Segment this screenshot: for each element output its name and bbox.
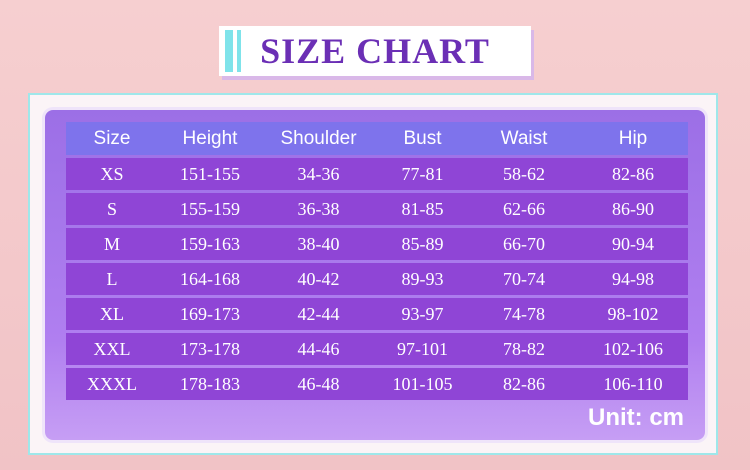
stripe — [237, 30, 241, 72]
table-cell: 173-178 — [180, 338, 240, 359]
title: SIZE CHART — [260, 31, 490, 71]
header-row: Size Height Shoulder Bust Waist Hip — [66, 122, 688, 155]
table-cell: 101-105 — [392, 373, 453, 394]
table-cell: XXL — [93, 338, 131, 359]
table-row: L 164-168 40-42 89-93 70-74 94-98 — [66, 263, 688, 295]
table-cell: 36-38 — [297, 198, 340, 219]
table-cell: 62-66 — [503, 198, 545, 219]
table-cell: XXXL — [87, 373, 137, 394]
table-cell: 81-85 — [401, 198, 444, 219]
table-cell: 94-98 — [612, 268, 654, 289]
table-row: S 155-159 36-38 81-85 62-66 86-90 — [66, 193, 688, 225]
table-cell: 82-86 — [503, 373, 545, 394]
table-cell: 106-110 — [603, 373, 663, 394]
header-cell: Waist — [500, 127, 548, 149]
table-cell: L — [106, 268, 118, 289]
table-cell: 164-168 — [180, 268, 240, 289]
table-cell: M — [103, 233, 120, 254]
header-cell: Height — [182, 127, 238, 149]
header-cell: Hip — [618, 127, 648, 149]
table-cell: 58-62 — [503, 163, 545, 184]
banner: SIZE CHART — [219, 26, 531, 76]
header-cell: Size — [93, 127, 131, 149]
table-cell: 34-36 — [297, 163, 340, 184]
table-cell: 44-46 — [297, 338, 340, 359]
table-cell: 46-48 — [297, 373, 340, 394]
header-cell: Shoulder — [280, 127, 357, 149]
table-cell: 85-89 — [401, 233, 444, 254]
table-row: M 159-163 38-40 85-89 66-70 90-94 — [66, 228, 688, 260]
table-cell: 78-82 — [503, 338, 545, 359]
table-cell: 90-94 — [612, 233, 654, 254]
table-row: XXL 173-178 44-46 97-101 78-82 102-106 — [66, 333, 688, 365]
table-cell: 70-74 — [503, 268, 545, 289]
table-cell: S — [106, 198, 117, 219]
header-cell: Bust — [403, 127, 442, 149]
table-cell: 42-44 — [297, 303, 340, 324]
table-cell: 151-155 — [180, 163, 240, 184]
table-cell: 40-42 — [297, 268, 340, 289]
table-cell: XS — [100, 163, 124, 184]
table-cell: 77-81 — [401, 163, 444, 184]
table-cell: 86-90 — [612, 198, 654, 219]
table-cell: 93-97 — [401, 303, 444, 324]
table-cell: 97-101 — [397, 338, 448, 359]
table-cell: 98-102 — [607, 303, 659, 324]
table-cell: 178-183 — [180, 373, 240, 394]
unit: Unit: cm — [588, 404, 684, 431]
table-cell: 102-106 — [603, 338, 663, 359]
stripe — [225, 30, 233, 72]
size-table: Size Height Shoulder Bust Waist Hip XS 151-155 3… — [66, 122, 688, 403]
table-cell: 38-40 — [297, 233, 340, 254]
table-cell: XL — [100, 303, 124, 324]
table-cell: 159-163 — [180, 233, 240, 254]
table-cell: 66-70 — [503, 233, 545, 254]
table-cell: 169-173 — [180, 303, 240, 324]
table-row: XXXL 178-183 46-48 101-105 82-86 106-110 — [66, 368, 688, 400]
table-cell: 82-86 — [612, 163, 654, 184]
table-row: XS 151-155 34-36 77-81 58-62 82-86 — [66, 158, 688, 190]
table-cell: 155-159 — [180, 198, 240, 219]
table-cell: 74-78 — [503, 303, 545, 324]
table-row: XL 169-173 42-44 93-97 74-78 98-102 — [66, 298, 688, 330]
table-cell: 89-93 — [401, 268, 444, 289]
